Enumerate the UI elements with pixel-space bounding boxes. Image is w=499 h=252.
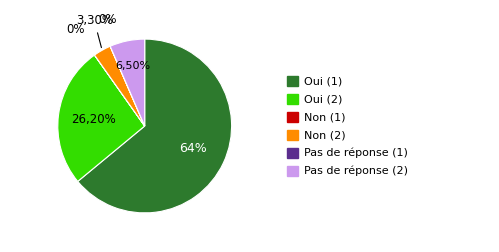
Text: 3,30%: 3,30% [76,14,113,48]
Text: 6,50%: 6,50% [115,61,150,71]
Text: 64%: 64% [180,142,207,155]
Text: 26,20%: 26,20% [71,113,115,126]
Wedge shape [110,39,145,126]
Wedge shape [94,46,145,126]
Text: 0%: 0% [66,23,84,36]
Wedge shape [94,55,145,126]
Wedge shape [58,55,145,181]
Text: 0%: 0% [98,13,117,26]
Wedge shape [78,39,232,213]
Wedge shape [110,46,145,126]
Legend: Oui (1), Oui (2), Non (1), Non (2), Pas de réponse (1), Pas de réponse (2): Oui (1), Oui (2), Non (1), Non (2), Pas … [285,73,410,179]
